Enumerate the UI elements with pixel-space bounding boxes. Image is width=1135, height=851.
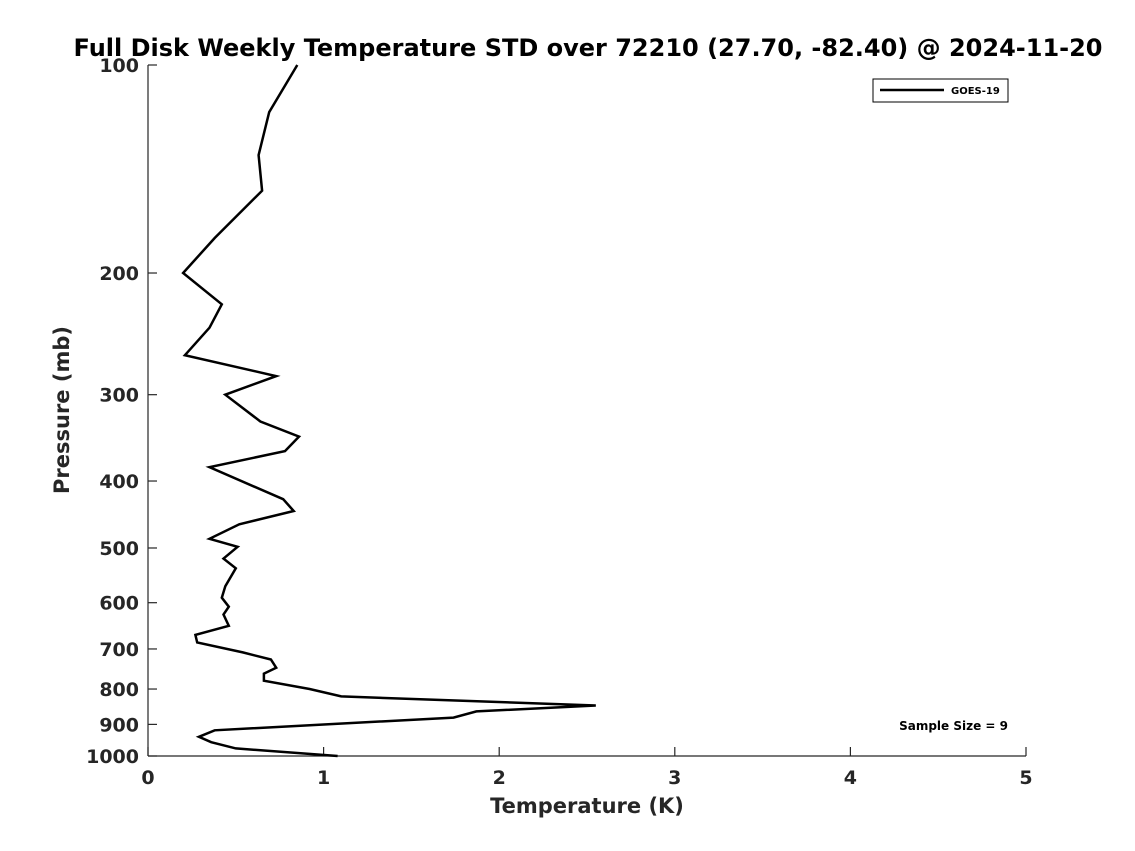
axes (147, 65, 1026, 757)
y-tick-label: 400 (99, 471, 139, 493)
x-axis-label: Temperature (K) (490, 794, 684, 818)
x-tick-label: 2 (493, 767, 506, 789)
y-tick-label: 900 (99, 714, 139, 736)
y-axis-label: Pressure (mb) (50, 326, 74, 494)
y-tick-label: 700 (99, 639, 139, 661)
y-tick-label: 200 (99, 263, 139, 285)
tick-marks: 0 1 2 3 4 5 100 200 300 400 500 600 700 800 900 1000 (86, 55, 1033, 789)
legend: GOES-19 (872, 78, 1009, 103)
series-layer (181, 64, 596, 758)
y-tick-label: 500 (99, 538, 139, 560)
y-tick-label: 1000 (86, 746, 139, 768)
series-line-goes-19 (181, 64, 596, 758)
x-tick-label: 5 (1019, 767, 1032, 789)
x-tick-label: 3 (668, 767, 681, 789)
x-tick-label: 4 (844, 767, 857, 789)
x-tick-label: 0 (141, 767, 154, 789)
legend-entry-goes-19: GOES-19 (951, 86, 1000, 97)
chart-title: Full Disk Weekly Temperature STD over 72… (74, 34, 1103, 62)
y-tick-label: 300 (99, 385, 139, 407)
y-tick-label: 600 (99, 593, 139, 615)
y-tick-label: 100 (99, 55, 139, 77)
plot-area (148, 65, 1026, 756)
y-tick-label: 800 (99, 679, 139, 701)
sample-size-annotation: Sample Size = 9 (899, 719, 1008, 733)
x-tick-label: 1 (317, 767, 330, 789)
